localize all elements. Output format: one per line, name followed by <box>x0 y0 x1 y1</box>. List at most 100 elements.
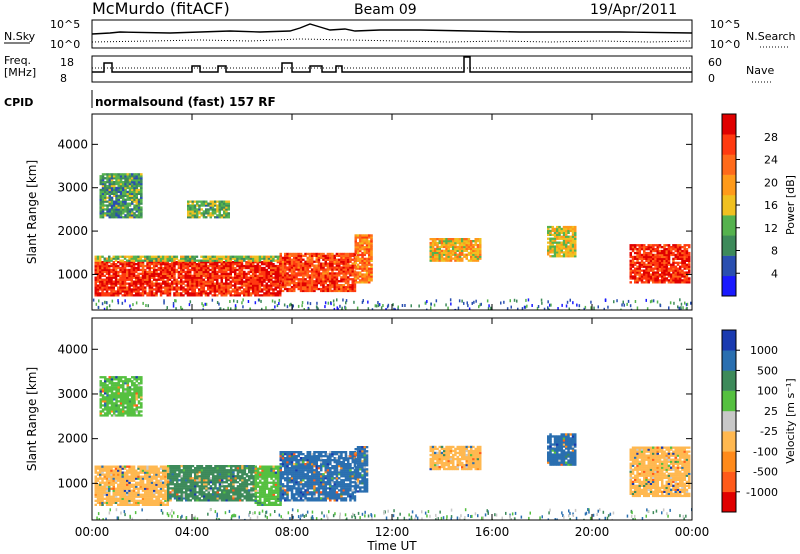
heatmap-cell <box>654 257 657 260</box>
heatmap-cell <box>368 267 371 270</box>
heatmap-cell <box>636 244 639 247</box>
heatmap-cell <box>284 272 287 275</box>
heatmap-cell <box>351 287 354 291</box>
speckle <box>404 304 406 307</box>
speckle <box>651 299 653 303</box>
heatmap-cell <box>113 192 116 195</box>
heatmap-cell <box>279 287 282 291</box>
heatmap-cell <box>647 269 650 272</box>
heatmap-cell <box>220 278 223 281</box>
heatmap-cell <box>128 255 131 258</box>
heatmap-cell <box>672 251 675 255</box>
heatmap-cell <box>676 275 680 278</box>
heatmap-cell <box>353 285 357 289</box>
heatmap-cell <box>356 236 360 239</box>
heatmap-cell <box>204 290 208 293</box>
heatmap-cell <box>126 202 129 205</box>
heatmap-cell <box>216 266 219 270</box>
heatmap-cell <box>238 266 241 270</box>
heatmap-cell <box>126 270 129 274</box>
heatmap-cell <box>205 200 208 203</box>
heatmap-cell <box>198 210 201 213</box>
heatmap-cell <box>117 473 120 476</box>
heatmap-cell <box>180 272 183 275</box>
heatmap-cell <box>331 266 334 269</box>
heatmap-cell <box>195 276 199 279</box>
heatmap-cell <box>238 272 241 275</box>
heatmap-cell <box>135 184 138 188</box>
heatmap-cell <box>249 268 253 272</box>
heatmap-cell <box>356 267 360 270</box>
heatmap-cell <box>171 479 174 482</box>
heatmap-cell <box>270 264 273 268</box>
heatmap-cell <box>207 212 210 215</box>
heatmap-cell <box>322 264 325 267</box>
heatmap-cell <box>302 276 305 279</box>
heatmap-cell <box>302 282 305 285</box>
heatmap-cell <box>547 237 550 240</box>
heatmap-cell <box>643 265 646 268</box>
heatmap-cell <box>356 277 360 280</box>
heatmap-cell <box>128 175 132 178</box>
heatmap-cell <box>121 483 124 486</box>
heatmap-cell <box>173 263 176 266</box>
heatmap-cell <box>155 264 158 268</box>
heatmap-cell <box>467 240 471 243</box>
heatmap-cell <box>135 471 138 474</box>
heatmap-cell <box>117 202 120 205</box>
heatmap-cell <box>551 245 554 248</box>
heatmap-cell <box>128 274 131 277</box>
heatmap-cell <box>119 270 122 274</box>
heatmap-cell <box>110 503 113 506</box>
heatmap-cell <box>670 263 673 266</box>
heatmap-cell <box>354 271 357 274</box>
heatmap-cell <box>159 278 163 281</box>
heatmap-cell <box>132 280 136 283</box>
heatmap-cell <box>629 251 632 255</box>
heatmap-cell <box>254 272 257 275</box>
heatmap-cell <box>144 282 147 285</box>
heatmap-cell <box>128 216 132 219</box>
heatmap-cell <box>146 264 149 268</box>
heatmap-cell <box>225 255 228 258</box>
heatmap-cell <box>99 467 102 470</box>
heatmap-cell <box>101 268 104 272</box>
heatmap-cell <box>688 259 691 262</box>
heatmap-cell <box>148 268 151 272</box>
heatmap-cell <box>447 238 450 241</box>
heatmap-cell <box>290 276 294 279</box>
heatmap-cell <box>685 248 689 251</box>
heatmap-cell <box>569 235 572 238</box>
heatmap-cell <box>223 212 226 215</box>
heatmap-cell <box>200 266 203 270</box>
heatmap-cell <box>123 286 127 289</box>
heatmap-cell <box>274 288 277 291</box>
heatmap-cell <box>356 263 360 266</box>
heatmap-cell <box>101 181 105 184</box>
heatmap-cell <box>365 281 369 284</box>
heatmap-cell <box>365 248 369 251</box>
heatmap-cell <box>640 253 644 257</box>
heatmap-cell <box>647 267 650 270</box>
heatmap-cell <box>236 257 239 260</box>
heatmap-cell <box>551 241 554 244</box>
heatmap-cell <box>631 269 635 272</box>
heatmap-cell <box>304 254 307 257</box>
heatmap-cell <box>261 290 264 293</box>
heatmap-cell <box>96 495 100 498</box>
speckle <box>516 299 518 303</box>
heatmap-cell <box>240 264 244 268</box>
heatmap-cell <box>560 243 563 246</box>
heatmap-cell <box>667 255 671 259</box>
heatmap-cell <box>661 253 664 257</box>
heatmap-cell <box>122 204 125 207</box>
heatmap-cell <box>211 204 215 207</box>
heatmap-cell <box>670 277 673 280</box>
power-region <box>279 252 357 293</box>
heatmap-cell <box>356 259 360 262</box>
heatmap-cell <box>247 276 250 279</box>
heatmap-cell <box>431 255 435 258</box>
heatmap-cell <box>249 259 253 262</box>
heatmap-cell <box>150 497 154 500</box>
